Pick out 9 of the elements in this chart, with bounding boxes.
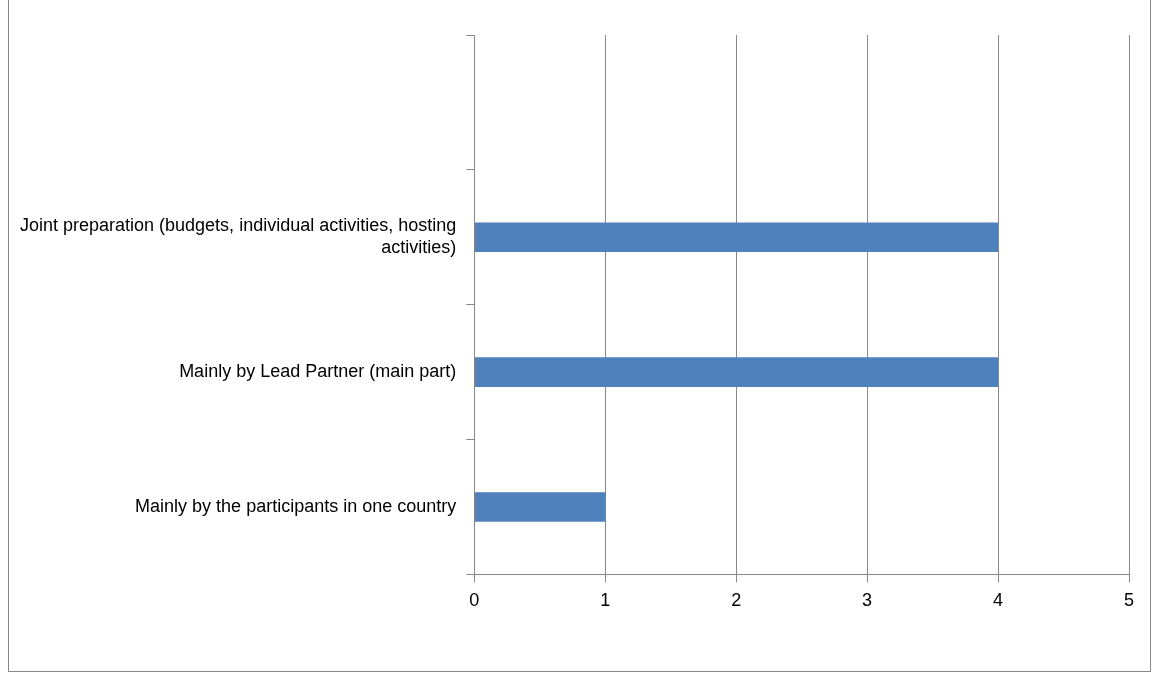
x-tick-label: 3 <box>862 590 873 611</box>
x-tick-label: 1 <box>600 590 611 611</box>
y-tick-label: Mainly by Lead Partner (main part) <box>179 361 457 382</box>
y-tick-label: Joint preparation (budgets, individual activities, hosting activities) <box>19 215 457 258</box>
x-tick-label: 5 <box>1123 590 1135 611</box>
y-tick-label: Mainly by the participants in one country <box>135 495 457 516</box>
x-tick-label: 2 <box>731 590 742 611</box>
x-tick-label: 4 <box>993 590 1004 611</box>
x-tick-label: 0 <box>469 590 480 611</box>
